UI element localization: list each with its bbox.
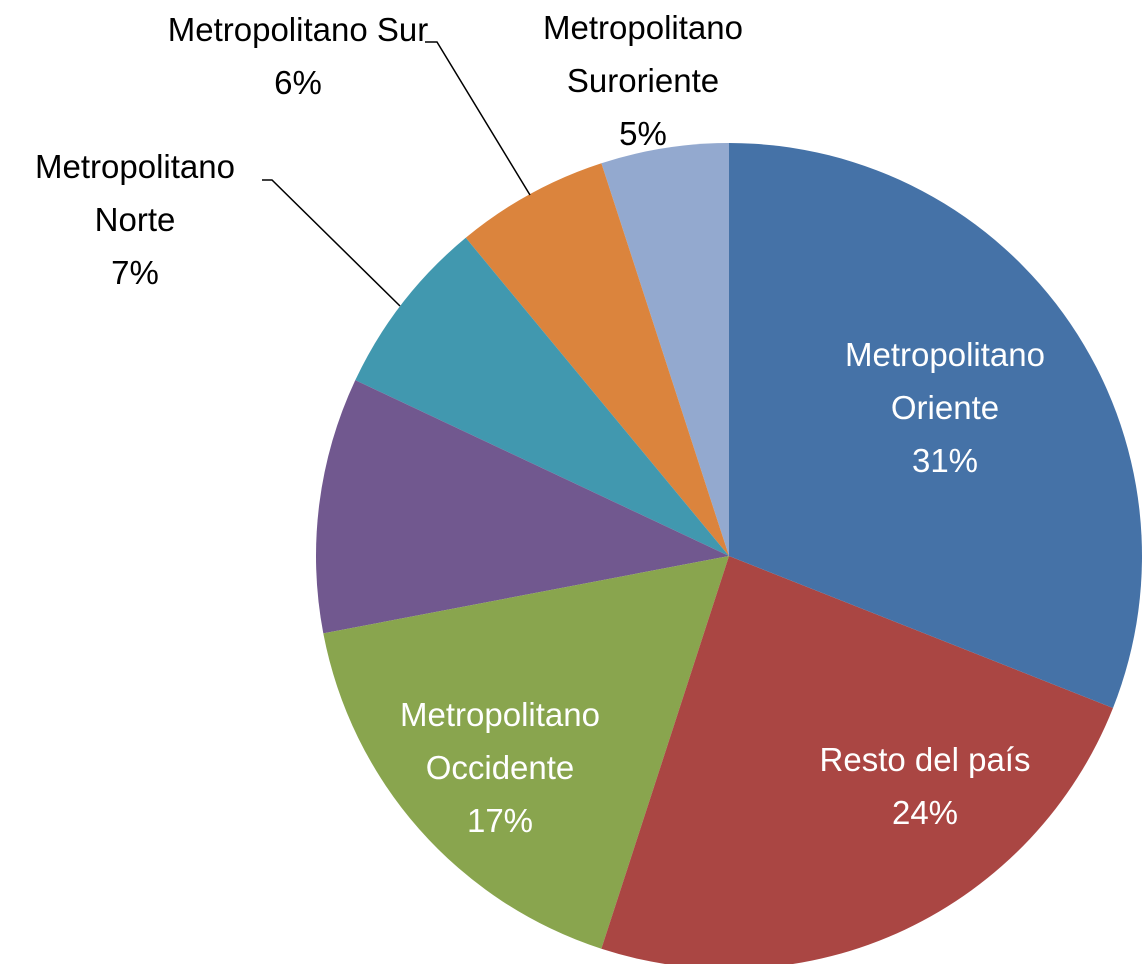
category-label: Metropolitano Sur	[167, 11, 429, 48]
pie-slice	[323, 556, 729, 949]
data-label: Metropolitano Oriente 31%	[805, 328, 1085, 487]
category-label: Metropolitano Suroriente	[543, 9, 743, 99]
value-label: 31%	[911, 442, 979, 479]
value-label: 17%	[466, 802, 534, 839]
value-label: 6%	[274, 64, 322, 101]
value-label: 7%	[111, 254, 159, 291]
leader-line	[262, 179, 401, 307]
data-label: Metropolitano Norte 7%	[0, 140, 275, 299]
data-label: Resto del país 24%	[785, 733, 1065, 839]
data-label: Metropolitano Occidente 17%	[360, 688, 640, 847]
pie-slice	[729, 143, 1142, 709]
pie-slice	[601, 556, 1113, 964]
category-label: Resto del país	[819, 741, 1031, 778]
pie-slice	[601, 143, 729, 556]
category-label: Metropolitano Oriente	[845, 336, 1045, 426]
category-label: Metropolitano Norte	[35, 148, 235, 238]
value-label: 5%	[619, 115, 667, 152]
leader-line	[425, 41, 531, 196]
pie-slice	[316, 380, 729, 634]
data-label: Metropolitano Sur 6%	[158, 3, 438, 109]
pie-slice	[355, 237, 729, 557]
pie-slice	[465, 163, 729, 556]
data-label: Metropolitano Suroriente 5%	[503, 1, 783, 160]
value-label: 24%	[891, 794, 959, 831]
category-label: Metropolitano Occidente	[400, 696, 600, 786]
